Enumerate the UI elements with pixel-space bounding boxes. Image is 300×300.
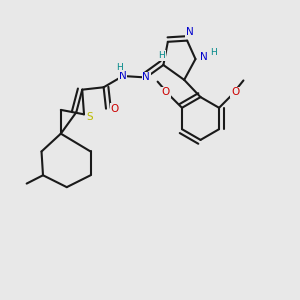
Text: S: S [86,112,93,122]
Text: H: H [211,48,217,57]
Text: O: O [162,87,170,97]
Text: O: O [110,104,118,114]
Text: H: H [117,63,123,72]
Text: N: N [200,52,208,62]
Text: H: H [158,51,165,60]
Text: N: N [119,71,127,81]
Text: O: O [231,87,239,97]
Text: N: N [142,73,150,82]
Text: N: N [186,27,194,37]
